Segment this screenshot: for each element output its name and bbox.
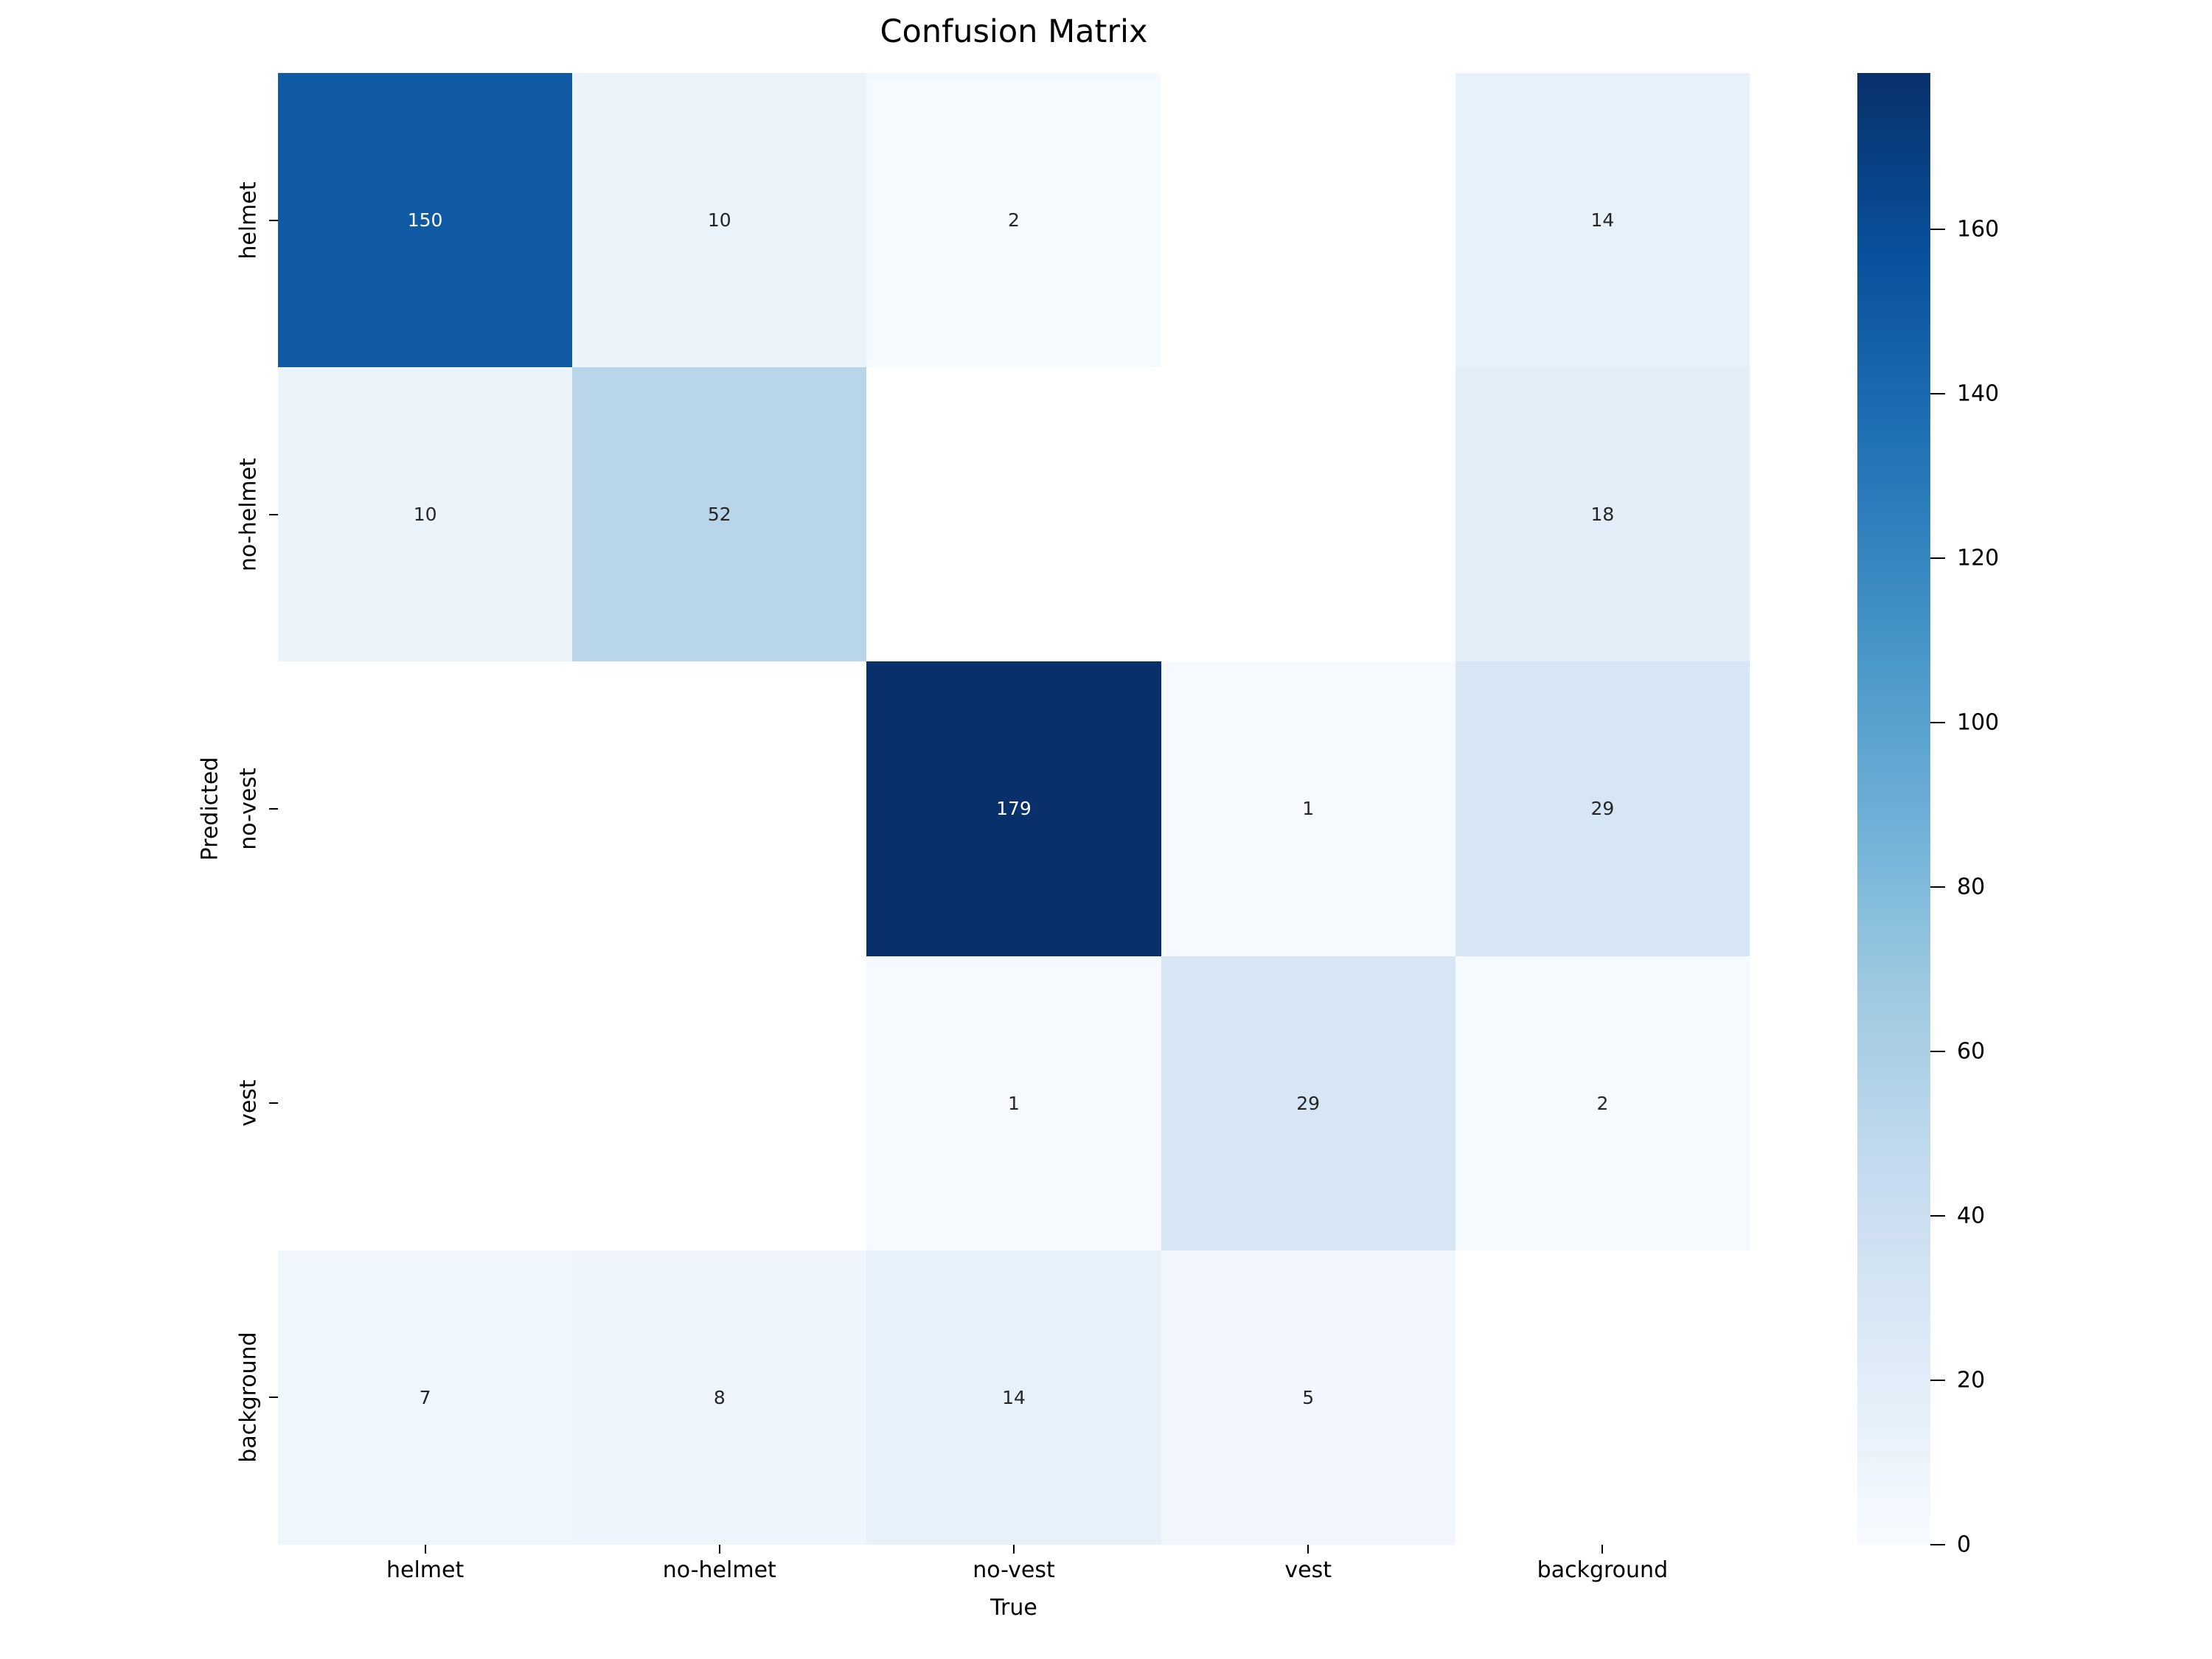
heatmap-cell-vest-background: 2 [1455, 956, 1750, 1251]
heatmap-cell-no-vest-no-vest: 179 [866, 661, 1161, 956]
cell-value: 14 [1590, 209, 1615, 232]
heatmap-cell-helmet-no-vest: 2 [866, 73, 1161, 368]
colorbar-tick-mark [1930, 392, 1945, 394]
heatmap-cell-vest-no-vest: 1 [866, 956, 1161, 1251]
y-tick-mark [269, 808, 278, 810]
cell-value: 179 [996, 798, 1032, 820]
colorbar-tick-mark [1930, 228, 1945, 230]
cell-value: 8 [713, 1386, 726, 1408]
colorbar-tick-mark [1930, 557, 1945, 559]
y-tick-mark [269, 513, 278, 515]
colorbar-tick-mark [1930, 1214, 1945, 1217]
y-tick-label-no-vest: no-vest [235, 768, 262, 850]
colorbar-tick-label-40: 40 [1957, 1203, 1986, 1229]
y-tick-label-vest: vest [235, 1079, 262, 1127]
cell-value: 29 [1590, 798, 1615, 820]
cell-value: 150 [407, 209, 443, 232]
heatmap-cell-background-background [1455, 1250, 1750, 1545]
colorbar-tick-label-20: 20 [1957, 1367, 1986, 1394]
heatmap-cell-helmet-background: 14 [1455, 73, 1750, 368]
cell-value: 1 [1008, 1092, 1020, 1114]
colorbar-tick-label-140: 140 [1957, 380, 2000, 407]
heatmap-cell-no-vest-vest: 1 [1161, 661, 1455, 956]
y-tick-label-background: background [235, 1332, 262, 1464]
x-axis-label: True [990, 1595, 1037, 1621]
x-tick-label-no-helmet: no-helmet [662, 1557, 776, 1583]
cell-value: 2 [1596, 1092, 1609, 1114]
heatmap-cell-vest-helmet [278, 956, 573, 1251]
colorbar-tick-mark [1930, 886, 1945, 888]
heatmap-cell-helmet-vest [1161, 73, 1455, 368]
chart-title: Confusion Matrix [880, 13, 1148, 50]
heatmap-cell-no-helmet-background: 18 [1455, 367, 1750, 662]
cell-value: 7 [419, 1386, 431, 1408]
colorbar-tick-label-160: 160 [1957, 216, 2000, 243]
y-tick-label-helmet: helmet [235, 181, 262, 260]
heatmap-cell-no-helmet-no-helmet: 52 [572, 367, 867, 662]
heatmap-cell-background-helmet: 7 [278, 1250, 573, 1545]
y-tick-mark [269, 1397, 278, 1399]
cell-value: 14 [1002, 1386, 1026, 1408]
y-tick-mark [269, 219, 278, 221]
y-tick-mark [269, 1102, 278, 1105]
colorbar-tick-label-80: 80 [1957, 874, 1986, 900]
x-tick-label-vest: vest [1284, 1557, 1332, 1583]
colorbar-tick-mark [1930, 1050, 1945, 1052]
cell-value: 10 [413, 504, 437, 526]
heatmap-cell-helmet-no-helmet: 10 [572, 73, 867, 368]
colorbar-tick-mark [1930, 721, 1945, 723]
heatmap-cell-background-no-vest: 14 [866, 1250, 1161, 1545]
cell-value: 1 [1302, 798, 1315, 820]
x-tick-mark [1307, 1545, 1310, 1554]
colorbar [1857, 73, 1930, 1545]
colorbar-tick-mark [1930, 1544, 1945, 1545]
cell-value: 2 [1008, 209, 1020, 232]
colorbar-tick-mark [1930, 1379, 1945, 1381]
x-tick-mark [718, 1545, 720, 1554]
heatmap-grid: 150 10 2 14 10 52 18 179 1 29 1 29 2 7 8 14 5 [278, 73, 1750, 1545]
y-tick-label-no-helmet: no-helmet [235, 457, 262, 571]
heatmap-cell-background-vest: 5 [1161, 1250, 1455, 1545]
heatmap-cell-background-no-helmet: 8 [572, 1250, 867, 1545]
colorbar-tick-label-60: 60 [1957, 1038, 1986, 1065]
x-tick-mark [424, 1545, 426, 1554]
heatmap-cell-no-vest-no-helmet [572, 661, 867, 956]
heatmap-cell-helmet-helmet: 150 [278, 73, 573, 368]
heatmap-cell-no-vest-background: 29 [1455, 661, 1750, 956]
cell-value: 29 [1296, 1092, 1321, 1114]
heatmap-cell-no-helmet-no-vest [866, 367, 1161, 662]
heatmap-cell-vest-no-helmet [572, 956, 867, 1251]
heatmap-cell-no-helmet-vest [1161, 367, 1455, 662]
cell-value: 10 [707, 209, 731, 232]
colorbar-tick-label-0: 0 [1957, 1531, 1972, 1558]
colorbar-tick-label-120: 120 [1957, 545, 2000, 571]
heatmap-cell-no-helmet-helmet: 10 [278, 367, 573, 662]
x-tick-mark [1013, 1545, 1015, 1554]
cell-value: 18 [1590, 504, 1615, 526]
x-tick-label-background: background [1537, 1557, 1669, 1583]
x-tick-mark [1601, 1545, 1604, 1554]
heatmap-cell-no-vest-helmet [278, 661, 573, 956]
heatmap-cell-vest-vest: 29 [1161, 956, 1455, 1251]
x-tick-label-no-vest: no-vest [973, 1557, 1055, 1583]
cell-value: 5 [1302, 1386, 1315, 1408]
x-tick-label-helmet: helmet [386, 1557, 465, 1583]
colorbar-tick-label-100: 100 [1957, 709, 2000, 736]
y-axis-label: Predicted [197, 757, 223, 861]
cell-value: 52 [707, 504, 731, 526]
